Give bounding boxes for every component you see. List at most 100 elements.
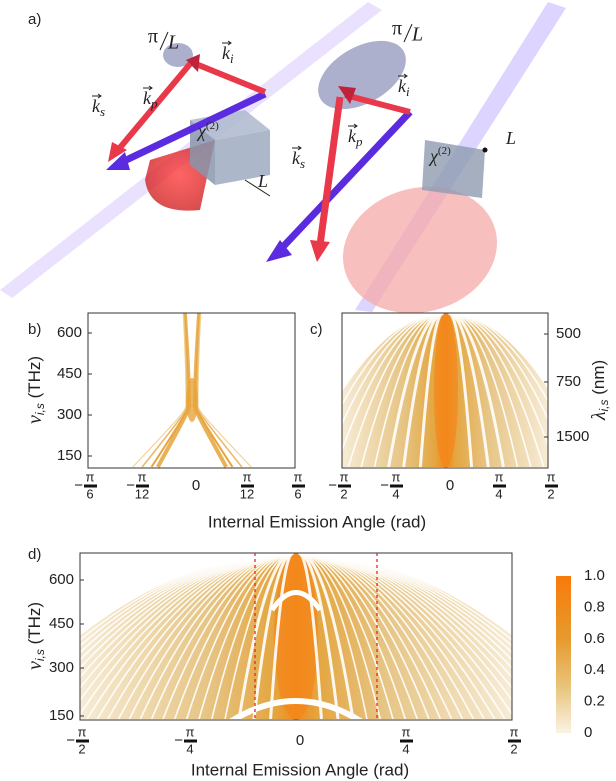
- stripe: [342, 313, 444, 453]
- stripe: [448, 313, 548, 403]
- arrow-ki: [194, 61, 267, 95]
- stripe: [298, 553, 340, 720]
- symbol: k: [292, 148, 301, 168]
- stripe: [80, 553, 294, 679]
- y-tick-label: 450: [49, 615, 74, 632]
- panel-label: d): [28, 546, 41, 563]
- vector-arrow: [222, 40, 232, 46]
- x-tick-den: 2: [340, 486, 347, 501]
- stripe: [298, 553, 496, 720]
- stripe: [117, 553, 294, 720]
- x-tick-den: 2: [547, 486, 554, 501]
- symbol: k: [348, 126, 357, 146]
- unit: (nm): [589, 360, 608, 395]
- stripe: [80, 553, 294, 661]
- x-tick-den: 4: [392, 486, 399, 501]
- x-axis-label: Internal Emission Angle (rad): [208, 512, 426, 531]
- vector-label: kp: [348, 126, 363, 149]
- symbol: χ: [428, 146, 439, 166]
- stripe: [80, 553, 294, 702]
- vector-label: ki: [222, 43, 234, 66]
- stripe: [298, 553, 512, 654]
- y-tick-label: 150: [49, 707, 74, 724]
- subscript: s: [300, 156, 305, 171]
- stripe: [173, 553, 294, 720]
- stripe: [128, 553, 294, 720]
- subscript: i: [230, 51, 234, 66]
- arrow-kp: [277, 109, 413, 253]
- x-tick-num: π: [510, 724, 519, 739]
- colorbar-tick-label: 1.0: [584, 567, 605, 584]
- y-axis-label: νi,s (THz): [24, 356, 48, 424]
- subscript: s: [100, 104, 105, 119]
- stripe: [224, 553, 294, 720]
- stripe: [418, 313, 444, 468]
- y-tick-label: 600: [49, 571, 74, 588]
- vector-arrow: [398, 73, 408, 79]
- stripe: [298, 553, 512, 636]
- stripe: [448, 313, 548, 389]
- x-tick-den: 4: [402, 741, 409, 756]
- x-tick-den: 12: [240, 486, 254, 501]
- x-curve: [197, 313, 252, 468]
- y2-tick-label: 1500: [556, 428, 589, 445]
- x-tick-den: 2: [510, 741, 517, 756]
- chi-label: χ(2): [196, 120, 219, 142]
- x-tick-label: 0: [446, 477, 454, 494]
- stripe: [298, 553, 407, 720]
- stripe: [252, 553, 294, 720]
- x-curve: [132, 313, 187, 468]
- stripe: [80, 553, 294, 654]
- y-tick-label: 150: [57, 447, 82, 464]
- symbol: k: [398, 76, 407, 96]
- subscript: i,s: [33, 403, 47, 415]
- superscript: (2): [438, 145, 451, 157]
- unit: (THz): [25, 356, 44, 398]
- stripe: [298, 553, 512, 661]
- crystal: [422, 140, 485, 198]
- stripe: [198, 553, 294, 720]
- x-tick-sign: −: [380, 477, 389, 494]
- subscript: i: [406, 84, 410, 99]
- symbol: ν: [24, 661, 46, 670]
- arrow-ks: [316, 96, 344, 246]
- stripe: [298, 553, 464, 720]
- diagram-a: [0, 2, 566, 314]
- x-tick-num: π: [243, 469, 252, 484]
- vector-arrow: [348, 123, 358, 129]
- x-tick-num: π: [186, 724, 195, 739]
- stripe: [402, 313, 444, 468]
- stripe: [298, 553, 453, 720]
- length-label: L: [505, 128, 516, 148]
- arrow-ki: [344, 92, 411, 115]
- x-tick-den: 6: [294, 486, 301, 501]
- stripe: [107, 553, 294, 720]
- colorbar-tick-label: 0.6: [584, 630, 605, 647]
- panel-label: c): [310, 321, 323, 338]
- vector-arrow: [92, 93, 102, 99]
- symbol: k: [222, 43, 231, 63]
- y2-tick-label: 750: [556, 373, 581, 390]
- stripe: [298, 553, 323, 720]
- x-tick-num: π: [392, 469, 401, 484]
- unit: (THz): [25, 602, 44, 644]
- stripe: [185, 553, 294, 720]
- x-tick-sign: −: [74, 477, 83, 494]
- x-tick-label: 0: [192, 477, 200, 494]
- colorbar-tick-label: 0.4: [584, 661, 605, 678]
- stripe: [448, 313, 505, 468]
- stripe: [298, 553, 512, 679]
- x-tick-den: 4: [495, 486, 502, 501]
- core: [186, 378, 198, 422]
- y-axis-label: νi,s (THz): [24, 602, 48, 670]
- x-tick-sign: −: [126, 477, 135, 494]
- colorbar-tick-label: 0: [584, 724, 592, 741]
- colorbar-tick-label: 0.2: [584, 693, 605, 710]
- stripe: [298, 553, 512, 670]
- x-tick-num: π: [547, 469, 556, 484]
- symbol: χ: [196, 121, 207, 141]
- x-tick-num: π: [495, 469, 504, 484]
- stripe: [80, 553, 294, 670]
